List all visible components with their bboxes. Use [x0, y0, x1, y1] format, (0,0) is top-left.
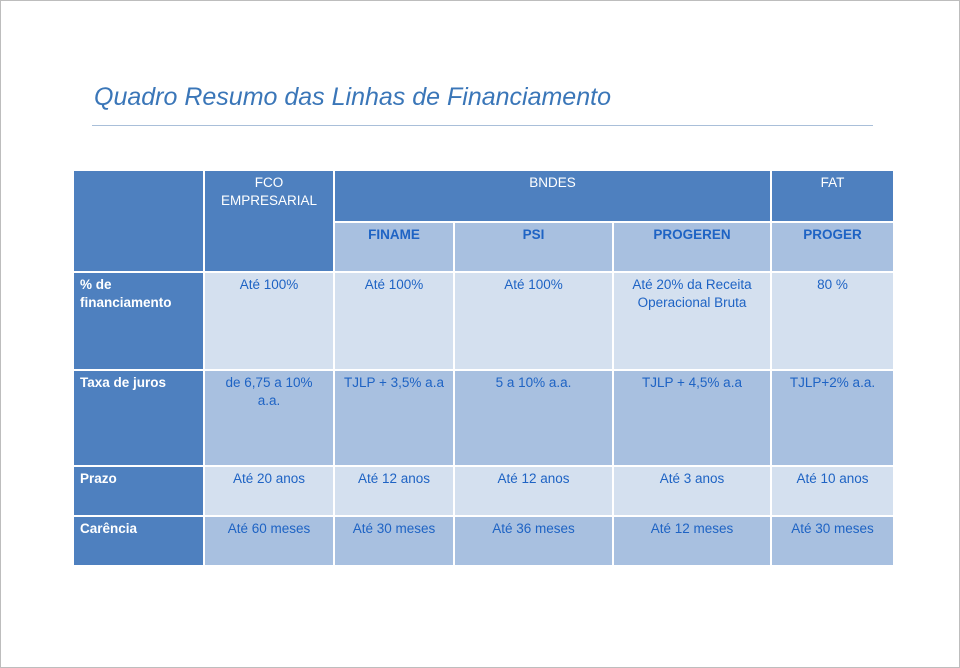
table-row: % de financiamento Até 100% Até 100% Até…	[72, 271, 895, 371]
cell-progeren-carencia: Até 12 meses	[612, 515, 772, 567]
subheader-progeren: PROGEREN	[612, 221, 772, 273]
cell-psi-carencia: Até 36 meses	[453, 515, 614, 567]
cell-finame-prazo: Até 12 anos	[333, 465, 455, 517]
subheader-proger: PROGER	[770, 221, 895, 273]
row-label-prazo: Prazo	[72, 465, 205, 517]
subheader-psi: PSI	[453, 221, 614, 273]
cell-progeren-financiamento: Até 20% da Receita Operacional Bruta	[612, 271, 772, 371]
cell-proger-carencia: Até 30 meses	[770, 515, 895, 567]
cell-psi-financiamento: Até 100%	[453, 271, 614, 371]
header-bndes: BNDES	[333, 169, 772, 223]
cell-proger-taxa: TJLP+2% a.a.	[770, 369, 895, 467]
table-row: Taxa de juros de 6,75 a 10% a.a. TJLP + …	[72, 369, 895, 467]
cell-fco-prazo: Até 20 anos	[203, 465, 335, 517]
header-fat: FAT	[770, 169, 895, 223]
row-label-financiamento: % de financiamento	[72, 271, 205, 371]
header-corner-cell	[72, 169, 205, 273]
cell-psi-prazo: Até 12 anos	[453, 465, 614, 517]
cell-psi-taxa: 5 a 10% a.a.	[453, 369, 614, 467]
page-title: Quadro Resumo das Linhas de Financiament…	[94, 83, 611, 111]
cell-proger-prazo: Até 10 anos	[770, 465, 895, 517]
row-label-taxa-de-juros: Taxa de juros	[72, 369, 205, 467]
table-row: Prazo Até 20 anos Até 12 anos Até 12 ano…	[72, 465, 895, 517]
cell-fco-financiamento: Até 100%	[203, 271, 335, 371]
cell-proger-financiamento: 80 %	[770, 271, 895, 371]
financing-summary-table: FCO EMPRESARIAL BNDES FAT FINAME PSI PRO…	[72, 169, 895, 567]
subheader-finame: FINAME	[333, 221, 455, 273]
header-row-programs: FINAME PSI PROGEREN PROGER	[73, 221, 895, 273]
cell-fco-carencia: Até 60 meses	[203, 515, 335, 567]
row-label-carencia: Carência	[72, 515, 205, 567]
header-row-groups: FCO EMPRESARIAL BNDES FAT	[72, 169, 895, 273]
cell-finame-financiamento: Até 100%	[333, 271, 455, 371]
cell-progeren-taxa: TJLP + 4,5% a.a	[612, 369, 772, 467]
cell-finame-taxa: TJLP + 3,5% a.a	[333, 369, 455, 467]
table-row: Carência Até 60 meses Até 30 meses Até 3…	[72, 515, 895, 567]
header-fco-empresarial: FCO EMPRESARIAL	[203, 169, 335, 273]
cell-finame-carencia: Até 30 meses	[333, 515, 455, 567]
cell-fco-taxa: de 6,75 a 10% a.a.	[203, 369, 335, 467]
cell-progeren-prazo: Até 3 anos	[612, 465, 772, 517]
title-divider	[92, 125, 873, 126]
